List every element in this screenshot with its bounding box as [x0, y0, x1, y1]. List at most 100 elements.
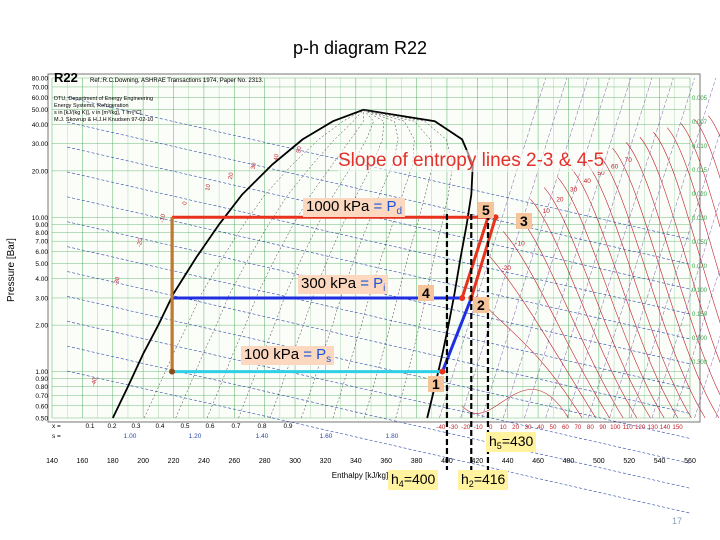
ps-label: 100 kPa = Ps [241, 346, 335, 365]
state-point [459, 294, 466, 301]
ps-sub: s [326, 354, 332, 365]
credit-line-0: DTU, Department of Energy Engineering [54, 96, 153, 102]
quality-label: 0.5 [180, 423, 189, 430]
axis-layer: 0.500.600.700.800.901.002.003.004.005.00… [32, 76, 696, 466]
x-tick-label: 180 [107, 458, 119, 465]
x-tick-label: 160 [77, 458, 89, 465]
y-tick-label: 7.00 [35, 239, 48, 246]
entropy-label: s = [52, 433, 61, 440]
y-tick-label: 3.00 [35, 295, 48, 302]
h4-label: h4=400 [388, 470, 439, 490]
state-point [439, 368, 446, 375]
bottom-temp-label: 150 [672, 424, 683, 431]
quality-label: 0.6 [205, 423, 214, 430]
bottom-temp-label: 30 [525, 424, 532, 431]
isotherm-label: 50 [597, 170, 605, 177]
bottom-temp-label: -20 [461, 424, 471, 431]
x-tick-label: 380 [411, 458, 423, 465]
quality-line [332, 109, 415, 419]
isotherm-label: -20 [502, 265, 512, 272]
credit-line-3: M.J. Skovrup & H.J.H Knudsen 97-02-10 [54, 117, 153, 123]
entropy-label: 1.60 [320, 433, 333, 440]
x-axis-label: Enthalpy [kJ/kg] [332, 471, 388, 480]
y-tick-label: 9.00 [35, 222, 48, 229]
bottom-temp-label: 140 [660, 424, 671, 431]
entropy-line [566, 77, 674, 419]
pi-sub: i [383, 283, 386, 294]
point-1-label: 1 [428, 376, 444, 392]
h2-prefix: h [461, 471, 469, 487]
bottom-temp-label: 60 [562, 424, 569, 431]
quality-label: 0.4 [155, 423, 164, 430]
pd-value: 1000 kPa [306, 198, 370, 215]
volume-label: 0.050 [692, 240, 708, 246]
subcooled-temp-label: 30 [251, 162, 258, 170]
isotherm-line [612, 147, 720, 419]
x-tick-label: 500 [593, 458, 605, 465]
y-tick-label: 40.00 [32, 122, 49, 129]
y-tick-label: 1.00 [35, 369, 48, 376]
slope-title: Slope of entropy lines 2-3 & 4-5 [338, 150, 605, 172]
pi-value: 300 kPa [301, 275, 357, 292]
volume-line [67, 171, 691, 315]
pi-label: 300 kPa = Pi [298, 275, 389, 294]
x-tick-label: 340 [350, 458, 362, 465]
isotherm-label: 30 [570, 187, 578, 194]
bottom-temp-label: 10 [500, 424, 507, 431]
x-tick-label: 140 [46, 458, 58, 465]
y-tick-label: 30.00 [32, 141, 49, 148]
volume-label: 0.007 [692, 120, 708, 126]
h2-sub: 2 [468, 479, 474, 489]
entropy-line [481, 77, 589, 419]
state-point [169, 368, 176, 375]
isotherm-line [625, 142, 720, 396]
h5-value: =430 [501, 433, 534, 449]
isotherm-line [543, 187, 651, 419]
point-5-label: 5 [478, 202, 494, 218]
x-tick-label: 540 [654, 458, 666, 465]
y-tick-label: 80.00 [32, 76, 49, 83]
volume-label: 0.070 [692, 264, 708, 270]
entropy-line [587, 77, 695, 419]
cycle-layer [169, 214, 499, 470]
point-3-label: 3 [516, 213, 532, 229]
volume-label: 0.015 [692, 168, 708, 174]
x-tick-label: 320 [320, 458, 332, 465]
subcooled-temp-label: -40 [91, 377, 99, 387]
entropy-line [524, 77, 631, 419]
entropy-layer [439, 77, 720, 419]
subcooled-temp-label: -20 [137, 237, 145, 247]
quality-line [363, 109, 433, 419]
h5-prefix: h [489, 433, 497, 449]
isotherm-label: -10 [515, 240, 525, 247]
quality-label: 0.2 [107, 423, 116, 430]
y-tick-label: 2.00 [35, 323, 48, 330]
entropy-label: 1.00 [124, 433, 137, 440]
credit-line-1: Energy Systems, Refrigeration [54, 103, 129, 109]
y-tick-label: 8.00 [35, 230, 48, 237]
isotherm-line [489, 255, 597, 419]
bottom-temp-label: -40 [436, 424, 446, 431]
cycle-line-2-3 [469, 216, 498, 299]
volume-line [67, 146, 691, 290]
subcooled-temp-label: -10 [160, 213, 168, 223]
reference-text: Ref.:R.C.Downing, ASHRAE Transactions 19… [90, 78, 264, 84]
isotherm-line [584, 161, 692, 419]
ph-diagram-svg: -20-10010203040506070-40-30-20-100102030… [6, 70, 720, 514]
isotherm-line [530, 199, 638, 419]
subcooled-temp-label: 20 [228, 172, 235, 180]
volume-line [67, 370, 691, 514]
ph-diagram: -20-10010203040506070-40-30-20-100102030… [0, 60, 720, 540]
x-tick-label: 200 [137, 458, 149, 465]
isotherm-line [571, 168, 679, 419]
x-tick-label: 240 [198, 458, 210, 465]
y-tick-label: 0.90 [35, 376, 48, 383]
bottom-temp-label: 120 [635, 424, 646, 431]
y-tick-label: 60.00 [32, 95, 49, 102]
pd-sub: d [396, 206, 403, 217]
y-tick-label: 0.70 [35, 393, 48, 400]
isotherm-line [666, 127, 720, 278]
bottom-temp-label: -10 [474, 424, 484, 431]
volume-label: 0.010 [692, 144, 708, 150]
isotherm-line [694, 119, 720, 179]
